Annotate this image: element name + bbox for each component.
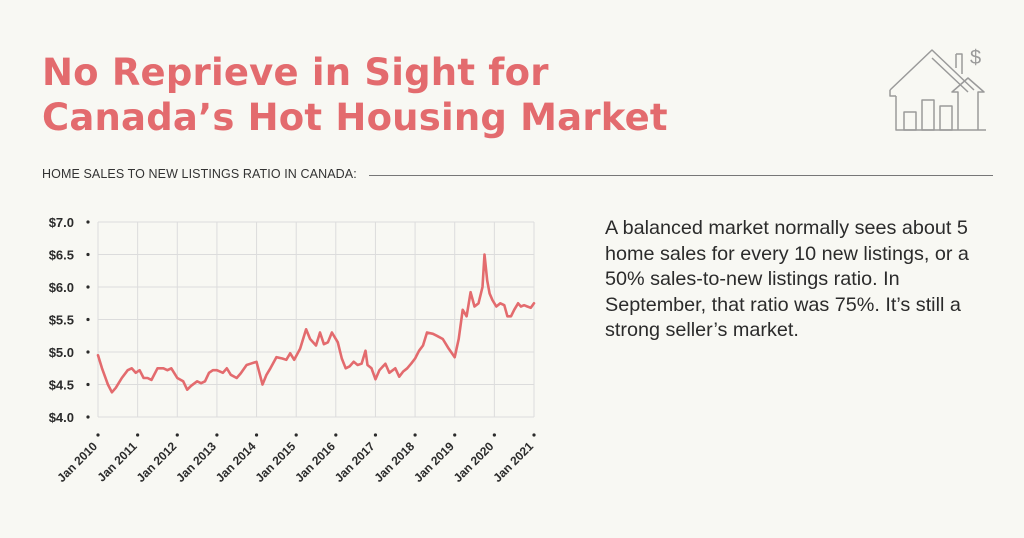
x-tick-dot <box>334 433 338 437</box>
y-tick-label: $6.0 <box>49 280 74 295</box>
x-tick-dot <box>532 433 536 437</box>
x-tick-dot <box>413 433 417 437</box>
x-tick-label: Jan 2020 <box>451 439 497 485</box>
y-tick-dot <box>86 220 90 224</box>
x-tick-dot <box>136 433 140 437</box>
y-tick-dot <box>86 285 90 289</box>
page-title: No Reprieve in Sight for Canada’s Hot Ho… <box>42 50 668 140</box>
x-tick-label: Jan 2013 <box>173 439 219 485</box>
dollar-symbol: $ <box>970 47 981 69</box>
x-tick-label: Jan 2019 <box>411 439 457 485</box>
chart-series <box>96 253 536 394</box>
chart-grid <box>97 221 535 418</box>
series-line <box>96 253 536 394</box>
y-tick-dot <box>86 350 90 354</box>
title-line-1: No Reprieve in Sight for <box>42 51 549 94</box>
house-chart-dollar-icon: $ <box>886 42 996 139</box>
x-tick-label: Jan 2011 <box>94 439 140 485</box>
y-tick-dot <box>86 252 90 257</box>
x-tick-label: Jan 2017 <box>332 439 378 485</box>
x-tick-dot <box>175 433 179 437</box>
x-tick-dot <box>254 433 259 437</box>
x-tick-dot <box>492 433 496 437</box>
market-note: A balanced market normally sees about 5 … <box>605 217 969 342</box>
x-tick-label: Jan 2021 <box>490 439 536 485</box>
title-line-2: Canada’s Hot Housing Market <box>42 96 668 139</box>
x-tick-label: Jan 2010 <box>54 439 100 485</box>
x-tick-dot <box>294 433 298 437</box>
divider <box>369 175 993 176</box>
y-tick-label: $6.5 <box>49 248 74 263</box>
x-tick-label: Jan 2015 <box>253 439 299 485</box>
x-tick-dot <box>453 433 457 437</box>
x-tick-label: Jan 2018 <box>371 439 417 485</box>
y-tick-label: $4.0 <box>49 410 74 425</box>
x-tick-label: Jan 2014 <box>213 439 259 485</box>
x-tick-dot <box>373 433 378 437</box>
y-tick-label: $7.0 <box>49 215 74 230</box>
x-tick-dot <box>96 433 100 437</box>
y-tick-dot <box>86 317 90 322</box>
y-tick-dot <box>86 415 90 419</box>
chart-subtitle: HOME SALES TO NEW LISTINGS RATIO IN CANA… <box>42 167 357 181</box>
x-tick-label: Jan 2012 <box>134 439 180 485</box>
y-tick-label: $5.0 <box>49 345 74 360</box>
y-tick-dot <box>86 382 90 387</box>
x-tick-dot <box>215 433 219 437</box>
y-tick-label: $5.5 <box>49 313 74 328</box>
y-tick-label: $4.5 <box>49 378 74 393</box>
x-tick-label: Jan 2016 <box>292 439 338 485</box>
